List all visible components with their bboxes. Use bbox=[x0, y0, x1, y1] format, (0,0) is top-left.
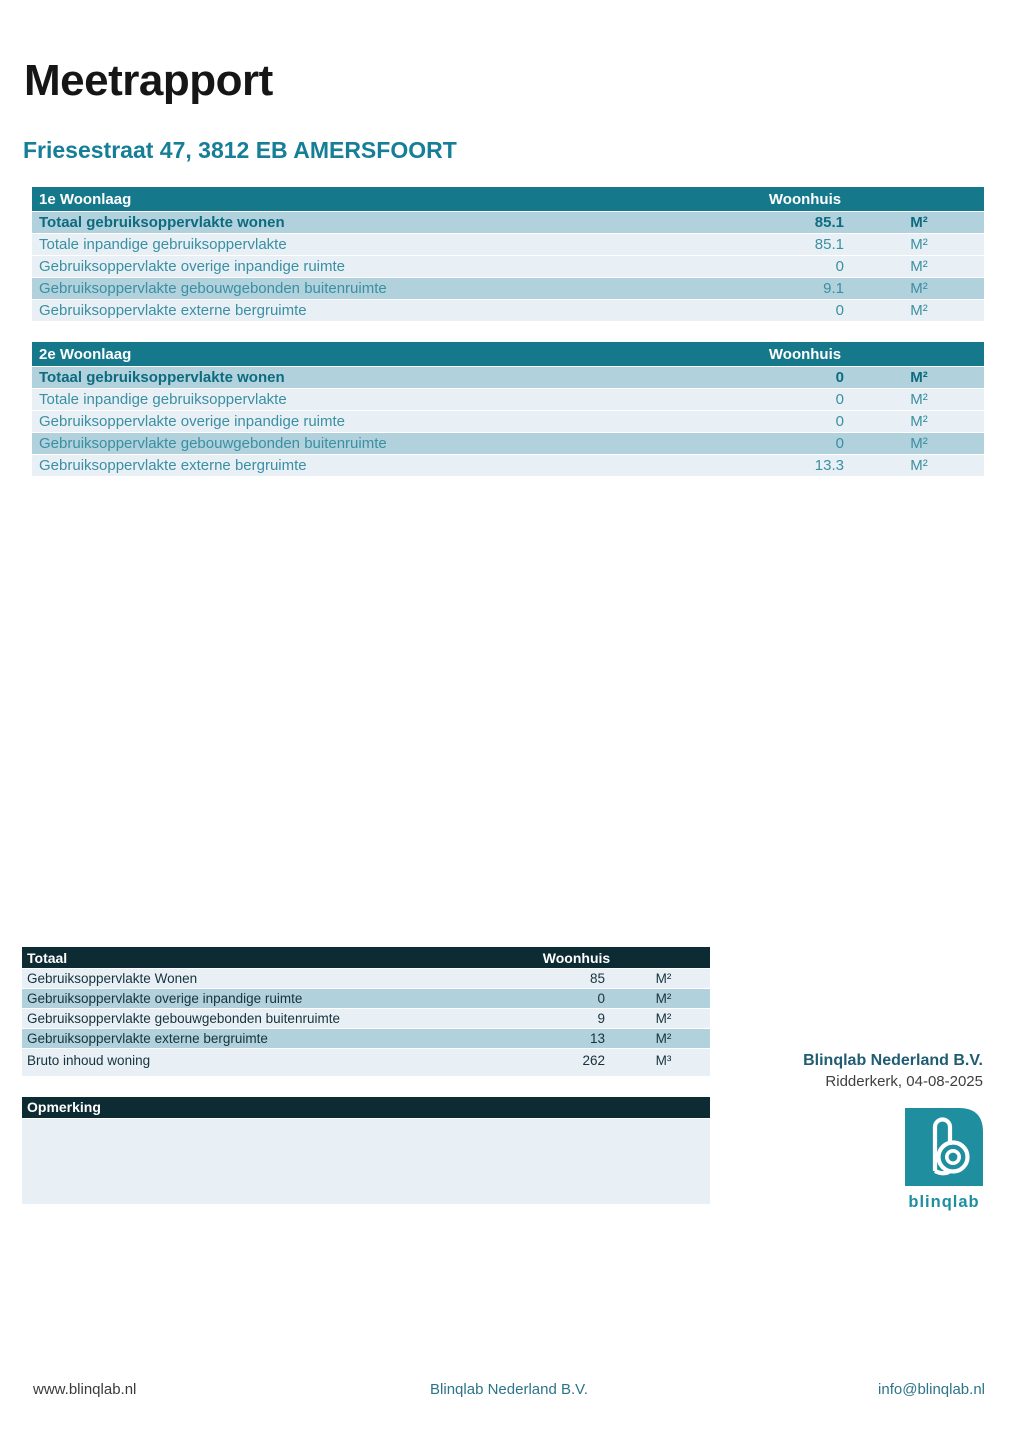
row-value: 9 bbox=[597, 1011, 605, 1026]
table-body: Totaal gebruiksoppervlakte wonen 0 M² Total… bbox=[32, 367, 984, 477]
table-header: Totaal Woonhuis bbox=[22, 947, 710, 969]
table-row: Totaal gebruiksoppervlakte wonen 85.1 M² bbox=[32, 212, 984, 234]
row-value: 0 bbox=[835, 302, 844, 319]
footer-website-link[interactable]: www.blinqlab.nl bbox=[33, 1381, 137, 1398]
row-value: 13.3 bbox=[814, 457, 844, 474]
row-unit: M² bbox=[910, 435, 928, 452]
row-value: 0 bbox=[835, 435, 844, 452]
row-label: Gebruiksoppervlakte overige inpandige ru… bbox=[39, 413, 346, 430]
table-header: 1e Woonlaag Woonhuis bbox=[32, 187, 984, 212]
table-title: 1e Woonlaag bbox=[39, 191, 132, 208]
row-unit: M² bbox=[655, 1011, 672, 1026]
row-label: Gebruiksoppervlakte overige inpandige ru… bbox=[27, 991, 303, 1006]
table-title: Totaal bbox=[27, 950, 68, 966]
table-1e-woonlaag: 1e Woonlaag Woonhuis Totaal gebruiksoppe… bbox=[32, 187, 984, 322]
row-unit: M² bbox=[910, 369, 928, 386]
row-value: 13 bbox=[589, 1031, 605, 1046]
table-body: Totaal gebruiksoppervlakte wonen 85.1 M² To… bbox=[32, 212, 984, 322]
table-body: Gebruiksoppervlakte Wonen 85 M² Gebruiksopp… bbox=[22, 969, 710, 1077]
row-value: 85 bbox=[589, 971, 605, 986]
remark-header: Opmerking bbox=[22, 1097, 710, 1118]
row-value: 85.1 bbox=[814, 236, 844, 253]
row-value: 85.1 bbox=[814, 214, 844, 231]
row-label: Totaal gebruiksoppervlakte wonen bbox=[39, 369, 285, 386]
column-header-woonhuis: Woonhuis bbox=[542, 950, 611, 966]
remark-body bbox=[22, 1119, 710, 1204]
row-unit: M² bbox=[655, 1031, 672, 1046]
table-row: Gebruiksoppervlakte overige inpandige ru… bbox=[32, 411, 984, 433]
table-row: Gebruiksoppervlakte externe bergruimte 13… bbox=[32, 455, 984, 477]
column-header-woonhuis: Woonhuis bbox=[768, 191, 842, 208]
row-label: Gebruiksoppervlakte gebouwgebonden buite… bbox=[39, 280, 387, 297]
row-label: Totaal gebruiksoppervlakte wonen bbox=[39, 214, 285, 231]
table-row: Gebruiksoppervlakte overige inpandige ru… bbox=[32, 256, 984, 278]
row-value: 0 bbox=[835, 369, 844, 386]
table-title: 2e Woonlaag bbox=[39, 346, 132, 363]
blinqlab-logo-icon bbox=[905, 1108, 983, 1186]
blinqlab-logo: blinqlab bbox=[905, 1108, 983, 1211]
row-value: 0 bbox=[835, 391, 844, 408]
table-row: Totaal gebruiksoppervlakte wonen 0 M² bbox=[32, 367, 984, 389]
row-label: Gebruiksoppervlakte externe bergruimte bbox=[39, 457, 307, 474]
table-row: Gebruiksoppervlakte overige inpandige ru… bbox=[22, 989, 710, 1009]
row-value: 262 bbox=[582, 1053, 605, 1068]
row-unit: M² bbox=[910, 280, 928, 297]
row-label: Totale inpandige gebruiksoppervlakte bbox=[39, 391, 287, 408]
remark-section: Opmerking bbox=[22, 1097, 710, 1204]
column-header-woonhuis: Woonhuis bbox=[768, 346, 842, 363]
row-label: Gebruiksoppervlakte Wonen bbox=[27, 971, 198, 986]
table-row: Totale inpandige gebruiksoppervlakte 0 M² bbox=[32, 389, 984, 411]
row-value: 0 bbox=[835, 258, 844, 275]
row-value: 9.1 bbox=[823, 280, 844, 297]
table-row: Gebruiksoppervlakte gebouwgebonden buite… bbox=[32, 433, 984, 455]
table-row: Bruto inhoud woning 262 M³ bbox=[22, 1049, 710, 1077]
row-unit: M³ bbox=[655, 1053, 672, 1068]
table-2e-woonlaag: 2e Woonlaag Woonhuis Totaal gebruiksoppe… bbox=[32, 342, 984, 477]
row-label: Gebruiksoppervlakte externe bergruimte bbox=[39, 302, 307, 319]
row-value: 0 bbox=[597, 991, 605, 1006]
row-label: Gebruiksoppervlakte gebouwgebonden buite… bbox=[27, 1011, 340, 1026]
logo-wordmark: blinqlab bbox=[908, 1193, 980, 1211]
row-label: Gebruiksoppervlakte externe bergruimte bbox=[27, 1031, 268, 1046]
unit-column-header bbox=[854, 187, 984, 212]
row-unit: M² bbox=[655, 971, 672, 986]
row-label: Gebruiksoppervlakte overige inpandige ru… bbox=[39, 258, 346, 275]
row-unit: M² bbox=[910, 258, 928, 275]
row-unit: M² bbox=[910, 413, 928, 430]
company-name: Blinqlab Nederland B.V. bbox=[803, 1052, 983, 1069]
row-unit: M² bbox=[910, 391, 928, 408]
page-title: Meetrapport bbox=[24, 56, 273, 105]
address-subtitle: Friesestraat 47, 3812 EB AMERSFOORT bbox=[23, 137, 457, 163]
unit-column-header bbox=[854, 342, 984, 367]
page-footer: www.blinqlab.nl Blinqlab Nederland B.V. … bbox=[0, 1381, 1018, 1401]
signature-block: Blinqlab Nederland B.V. Ridderkerk, 04-0… bbox=[803, 1050, 983, 1092]
table-totaal: Totaal Woonhuis Gebruiksoppervlakte Wone… bbox=[22, 947, 710, 1077]
footer-company-name: Blinqlab Nederland B.V. bbox=[430, 1381, 588, 1398]
table-row: Gebruiksoppervlakte gebouwgebonden buite… bbox=[32, 278, 984, 300]
table-row: Gebruiksoppervlakte Wonen 85 M² bbox=[22, 969, 710, 989]
row-unit: M² bbox=[910, 457, 928, 474]
table-row: Gebruiksoppervlakte externe bergruimte 0 M… bbox=[32, 300, 984, 322]
row-label: Totale inpandige gebruiksoppervlakte bbox=[39, 236, 287, 253]
unit-column-header bbox=[617, 947, 710, 969]
row-value: 0 bbox=[835, 413, 844, 430]
footer-email-link[interactable]: info@blinqlab.nl bbox=[878, 1381, 985, 1398]
table-header: 2e Woonlaag Woonhuis bbox=[32, 342, 984, 367]
row-unit: M² bbox=[910, 236, 928, 253]
row-label: Gebruiksoppervlakte gebouwgebonden buite… bbox=[39, 435, 387, 452]
table-row: Gebruiksoppervlakte gebouwgebonden buite… bbox=[22, 1009, 710, 1029]
table-row: Totale inpandige gebruiksoppervlakte 85.1… bbox=[32, 234, 984, 256]
table-row: Gebruiksoppervlakte externe bergruimte 13… bbox=[22, 1029, 710, 1049]
row-unit: M² bbox=[910, 302, 928, 319]
row-label: Bruto inhoud woning bbox=[27, 1053, 151, 1068]
row-unit: M² bbox=[910, 214, 928, 231]
row-unit: M² bbox=[655, 991, 672, 1006]
place-and-date: Ridderkerk, 04-08-2025 bbox=[825, 1073, 983, 1090]
